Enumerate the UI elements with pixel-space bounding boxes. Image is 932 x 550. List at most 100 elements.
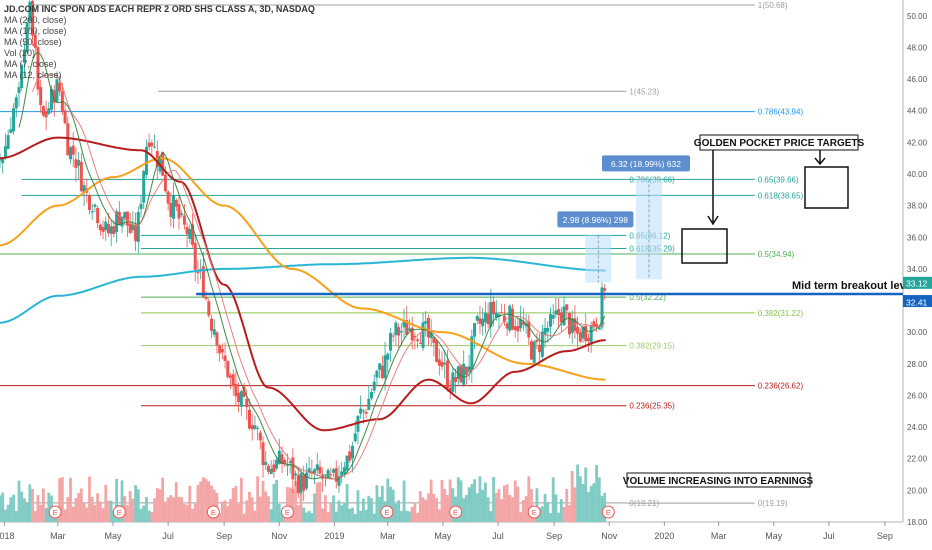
volume-bar [316, 482, 319, 522]
volume-bar [573, 487, 576, 522]
volume-bar [544, 494, 547, 522]
volume-bar [188, 486, 191, 522]
last-price-label: 33.12 [906, 278, 928, 288]
volume-bar [26, 503, 29, 522]
volume-bar [229, 499, 232, 522]
volume-bar [142, 505, 145, 522]
candle-body [533, 342, 536, 363]
volume-bar [99, 501, 102, 522]
candle-body [389, 333, 392, 351]
volume-bar [432, 494, 435, 522]
volume-bar [587, 492, 590, 522]
volume-bar [517, 487, 520, 522]
candle-body [384, 355, 387, 378]
candle-body [264, 462, 267, 465]
candle-body [487, 314, 490, 324]
candle-body [454, 377, 457, 382]
volume-bar [552, 478, 555, 522]
volume-bar [39, 505, 42, 522]
x-tick-label: Mar [380, 531, 396, 541]
candle-body [397, 327, 400, 335]
target-box-2 [805, 167, 848, 208]
candle-body [318, 467, 321, 474]
volume-bar [191, 509, 194, 522]
candle-body [549, 314, 552, 327]
volume-bar [525, 496, 528, 522]
volume-bar [560, 499, 563, 522]
volume-bar [541, 506, 544, 522]
legend-ma12: MA (12, close) [4, 70, 315, 81]
candle-body [563, 307, 566, 326]
candle-body [484, 313, 487, 323]
candle-body [148, 142, 151, 147]
volume-bar [405, 511, 408, 522]
measure-range-box [636, 179, 662, 279]
candle-body [221, 349, 224, 352]
candle-body [348, 451, 351, 460]
volume-bar [23, 498, 26, 522]
candle-body [373, 382, 376, 391]
candle-body [64, 110, 67, 123]
volume-bar [438, 509, 441, 522]
breakout-price-label: 32.41 [906, 298, 928, 308]
y-tick-label: 34.00 [907, 265, 928, 274]
volume-bar [514, 480, 517, 522]
volume-bar [563, 507, 566, 522]
volume-bar [145, 497, 148, 522]
volume-bar [28, 484, 31, 522]
candle-body [367, 399, 370, 410]
volume-bar [275, 480, 278, 522]
candle-body [210, 319, 213, 331]
volume-bar [427, 493, 430, 522]
volume-bar [172, 497, 175, 522]
volume-bar [302, 508, 305, 522]
target-arrow-2 [815, 150, 825, 164]
candle-body [215, 332, 218, 345]
volume-bar [343, 503, 346, 522]
candle-body [205, 297, 208, 299]
x-tick-label: May [434, 531, 452, 541]
volume-bar [549, 513, 552, 522]
volume-bar [592, 483, 595, 522]
volume-bar [148, 511, 151, 522]
candle-body [446, 361, 449, 389]
candle-body [224, 356, 227, 361]
fib-level-label: 0.5(34.94) [758, 250, 795, 259]
volume-bar [465, 495, 468, 522]
legend-ma100: MA (100, close) [4, 26, 315, 37]
candle-body [516, 326, 519, 331]
volume-bar [321, 508, 324, 522]
candle-body [419, 343, 422, 344]
candle-body [240, 391, 243, 407]
volume-bar [20, 492, 23, 522]
volume-bar [245, 500, 248, 522]
candle-body [541, 332, 544, 357]
volume-bar [107, 501, 110, 522]
x-tick-label: 2018 [0, 531, 15, 541]
volume-bar [392, 490, 395, 522]
x-tick-label: 2020 [654, 531, 674, 541]
candle-body [142, 171, 145, 203]
volume-bar [175, 482, 178, 522]
candle-body [343, 467, 346, 474]
candle-body [194, 243, 197, 270]
volume-bar [15, 511, 18, 522]
candle-body [110, 226, 113, 234]
volume-bar [34, 511, 37, 522]
volume-bar [96, 493, 99, 522]
candle-body [267, 466, 270, 472]
x-tick-label: Mar [711, 531, 727, 541]
volume-bar [310, 513, 313, 522]
y-tick-label: 46.00 [907, 75, 928, 84]
x-tick-label: 2019 [324, 531, 344, 541]
volume-bar [272, 484, 275, 522]
candle-body [294, 474, 297, 476]
volume-bar [498, 489, 501, 522]
earnings-marker-label: E [384, 508, 389, 517]
candle-body [359, 409, 362, 414]
volume-bar [205, 479, 208, 522]
candle-body [329, 474, 332, 475]
candle-body [251, 425, 254, 429]
volume-bar [313, 494, 316, 522]
candle-body [544, 328, 547, 335]
